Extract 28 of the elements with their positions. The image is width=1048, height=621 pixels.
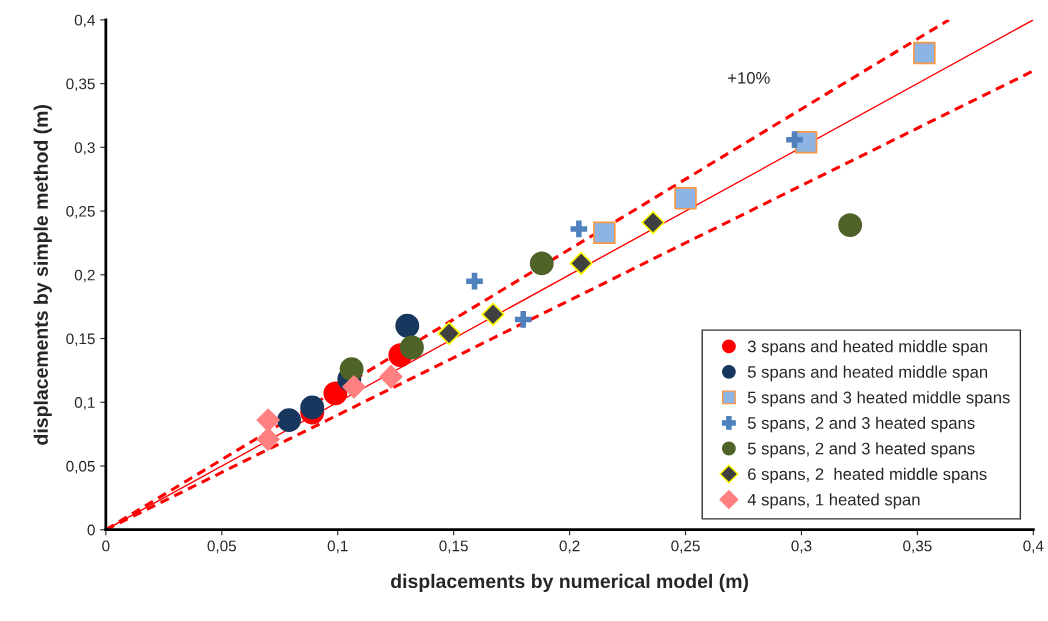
x-tick-label: 0,35 (903, 540, 932, 554)
y-tick-label: 0,15 (66, 333, 95, 347)
x-tick-label: 0 (102, 540, 110, 552)
legend-label: 6 spans, 2 heated middle spans (748, 467, 987, 484)
x-tick-label: 0,4 (1023, 540, 1044, 554)
x-tick-label: 0,2 (559, 540, 580, 554)
y-axis-title: displacements by simple method (m) (33, 105, 52, 445)
y-tick-label: 0,3 (74, 142, 95, 155)
x-tick-label: 0,15 (439, 540, 468, 554)
x-tick-label: 0,05 (207, 540, 237, 554)
y-tick-label: 0,25 (66, 205, 95, 219)
y-tick-label: 0,2 (74, 269, 95, 283)
y-tick-label: 0,1 (74, 397, 95, 410)
x-tick-label: 0,25 (671, 540, 700, 554)
y-tick-label: 0 (87, 524, 95, 536)
legend-label: 3 spans and heated middle span (747, 340, 988, 356)
legend-label: 5 spans and heated middle span (747, 365, 988, 382)
x-tick-label: 0,3 (791, 540, 812, 554)
legend-label: 5 spans and 3 heated middle spans (747, 391, 1010, 407)
x-tick-label: 0,1 (327, 540, 348, 554)
legend-label: 4 spans, 1 heated span (747, 493, 920, 509)
legend-label: 5 spans, 2 and 3 heated spans (747, 442, 975, 458)
y-tick-label: 0,05 (66, 460, 95, 474)
legend-label: 5 spans, 2 and 3 heated spans (747, 416, 975, 433)
y-tick-label: 0,4 (74, 14, 95, 28)
annotation: +10% (728, 71, 770, 84)
x-axis-title: displacements by numerical model (m) (391, 573, 748, 592)
y-tick-label: 0,35 (66, 78, 95, 92)
